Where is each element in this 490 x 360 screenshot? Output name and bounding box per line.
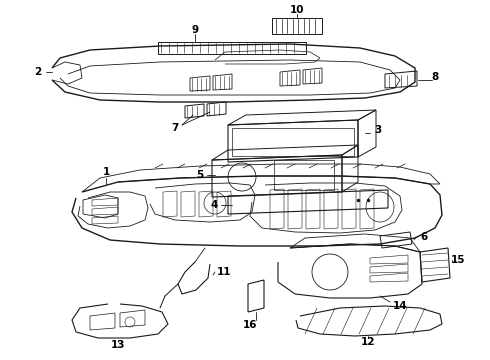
Text: 14: 14 [392, 301, 407, 311]
Text: 1: 1 [102, 167, 110, 177]
Text: 13: 13 [111, 340, 125, 350]
Text: 15: 15 [451, 255, 465, 265]
Text: 2: 2 [34, 67, 42, 77]
Text: 3: 3 [374, 125, 382, 135]
Text: 5: 5 [196, 170, 204, 180]
Text: 8: 8 [431, 72, 439, 82]
Text: 12: 12 [361, 337, 375, 347]
Text: 9: 9 [192, 25, 198, 35]
Text: 10: 10 [290, 5, 304, 15]
Text: 11: 11 [217, 267, 231, 277]
Text: 6: 6 [420, 232, 428, 242]
Text: 7: 7 [172, 123, 179, 133]
Text: 4: 4 [210, 200, 218, 210]
Text: 16: 16 [243, 320, 257, 330]
